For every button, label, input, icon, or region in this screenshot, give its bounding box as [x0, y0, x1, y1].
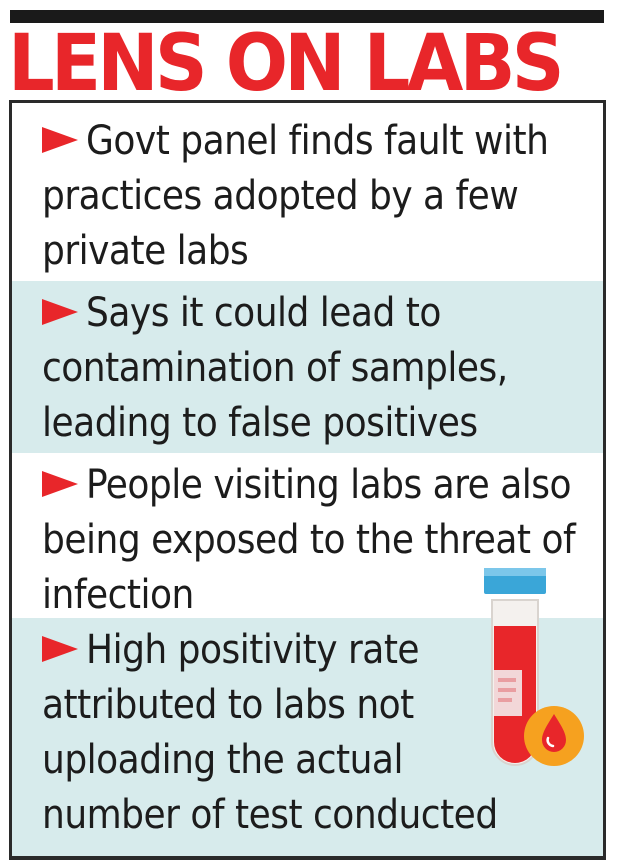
list-item: People visiting labs are also being expo… — [12, 453, 603, 618]
list-item: Says it could lead to contamination of s… — [12, 281, 603, 453]
arrow-bullet-icon — [42, 299, 78, 325]
list-item-text: Govt panel finds fault with practices ad… — [42, 118, 549, 274]
arrow-bullet-icon — [42, 636, 78, 662]
blood-test-tube-icon — [484, 568, 584, 766]
headline: LENS ON LABS — [8, 19, 565, 109]
list-item-text: Says it could lead to contamination of s… — [42, 290, 508, 446]
top-rule — [10, 10, 604, 23]
arrow-bullet-icon — [42, 127, 78, 153]
list-item-text: High positivity rate attributed to labs … — [42, 627, 498, 838]
box-top-border — [9, 100, 606, 103]
list-item-text: People visiting labs are also being expo… — [42, 462, 576, 618]
list-item: Govt panel finds fault with practices ad… — [12, 103, 603, 281]
arrow-bullet-icon — [42, 471, 78, 497]
